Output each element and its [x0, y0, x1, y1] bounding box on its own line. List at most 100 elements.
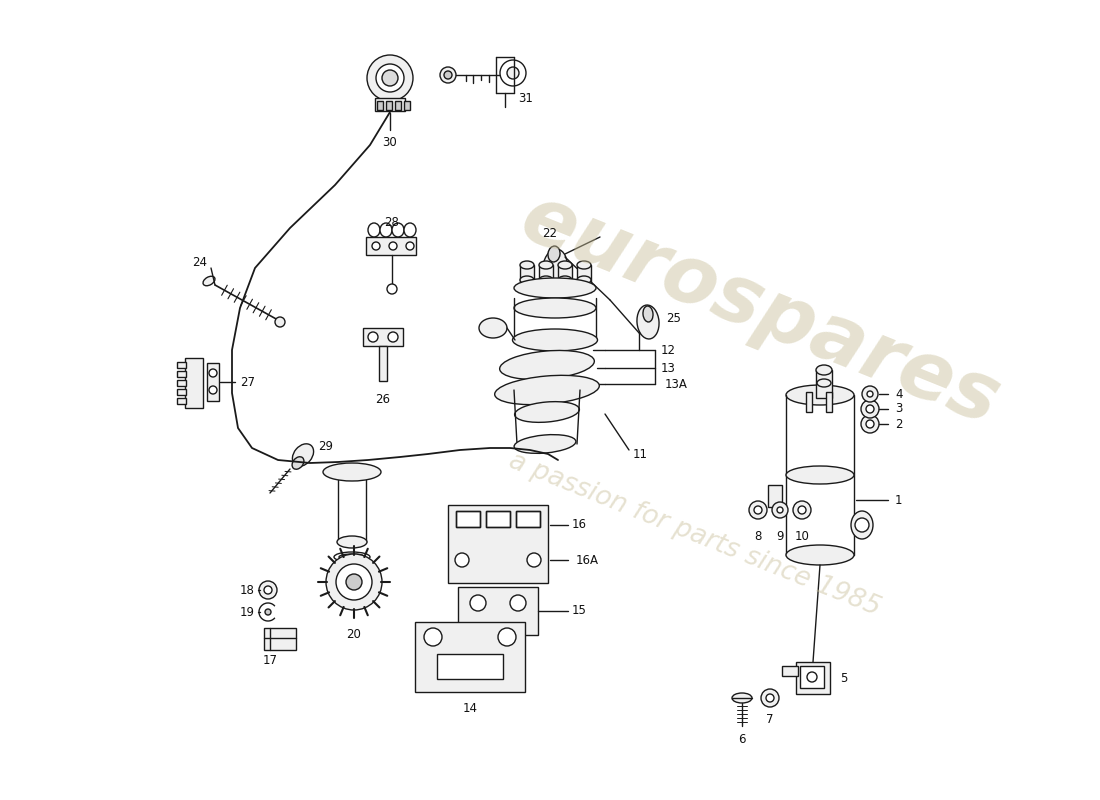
Ellipse shape: [513, 329, 597, 351]
Text: 16A: 16A: [576, 554, 600, 566]
Text: 14: 14: [462, 702, 477, 715]
Bar: [207, 363, 219, 401]
Text: 31: 31: [518, 93, 532, 106]
Circle shape: [793, 501, 811, 519]
Bar: [386, 101, 392, 110]
Circle shape: [867, 391, 873, 397]
Circle shape: [389, 242, 397, 250]
Bar: [456, 511, 480, 527]
Circle shape: [772, 502, 788, 518]
Circle shape: [388, 332, 398, 342]
Text: 8: 8: [755, 530, 761, 543]
Ellipse shape: [644, 306, 653, 322]
Ellipse shape: [539, 276, 553, 284]
Bar: [458, 587, 538, 635]
Ellipse shape: [786, 466, 854, 484]
Circle shape: [766, 694, 774, 702]
Ellipse shape: [204, 276, 214, 286]
Bar: [366, 237, 416, 255]
Text: eurospares: eurospares: [509, 178, 1011, 442]
Text: 24: 24: [192, 257, 207, 270]
Text: 5: 5: [840, 671, 847, 685]
Ellipse shape: [323, 463, 381, 481]
Ellipse shape: [499, 350, 594, 379]
Ellipse shape: [392, 223, 404, 237]
Ellipse shape: [817, 379, 830, 387]
Ellipse shape: [786, 545, 854, 565]
Bar: [516, 511, 540, 527]
Bar: [177, 371, 186, 377]
Circle shape: [866, 420, 874, 428]
Ellipse shape: [495, 375, 600, 405]
Ellipse shape: [514, 434, 576, 454]
Circle shape: [807, 672, 817, 682]
Ellipse shape: [514, 298, 596, 318]
Circle shape: [372, 242, 379, 250]
Circle shape: [749, 501, 767, 519]
Ellipse shape: [637, 305, 659, 339]
Bar: [177, 398, 186, 404]
Circle shape: [862, 386, 878, 402]
Text: 4: 4: [895, 387, 902, 401]
Circle shape: [424, 628, 442, 646]
Text: 1: 1: [895, 494, 902, 506]
Circle shape: [470, 595, 486, 611]
Text: 9: 9: [777, 530, 783, 543]
Bar: [816, 370, 832, 398]
Ellipse shape: [543, 249, 568, 285]
Text: 10: 10: [794, 530, 810, 543]
Circle shape: [376, 64, 404, 92]
Bar: [185, 358, 204, 408]
Ellipse shape: [548, 246, 560, 262]
Text: 11: 11: [632, 447, 648, 461]
Text: 6: 6: [738, 733, 746, 746]
Bar: [768, 485, 782, 507]
Circle shape: [754, 506, 762, 514]
Ellipse shape: [578, 276, 591, 284]
Bar: [826, 392, 832, 412]
Circle shape: [275, 317, 285, 327]
Circle shape: [209, 369, 217, 377]
Bar: [437, 654, 503, 679]
Circle shape: [258, 581, 277, 599]
Text: 2: 2: [895, 418, 902, 430]
Bar: [395, 101, 402, 110]
Bar: [404, 101, 410, 110]
Ellipse shape: [514, 278, 596, 298]
Ellipse shape: [404, 223, 416, 237]
Circle shape: [387, 284, 397, 294]
Circle shape: [326, 554, 382, 610]
Circle shape: [761, 689, 779, 707]
Ellipse shape: [339, 554, 365, 560]
Ellipse shape: [816, 365, 832, 375]
Text: 15: 15: [572, 605, 587, 618]
Bar: [363, 328, 403, 346]
Text: 17: 17: [263, 654, 277, 667]
Ellipse shape: [558, 276, 572, 284]
Ellipse shape: [368, 223, 379, 237]
Circle shape: [346, 574, 362, 590]
Circle shape: [455, 553, 469, 567]
Circle shape: [440, 67, 456, 83]
Bar: [486, 511, 510, 527]
Text: 19: 19: [240, 606, 255, 618]
Text: a passion for parts since 1985: a passion for parts since 1985: [505, 448, 884, 622]
Text: 13A: 13A: [666, 378, 688, 390]
Bar: [539, 265, 553, 287]
Circle shape: [209, 386, 217, 394]
Ellipse shape: [520, 276, 534, 284]
Circle shape: [444, 71, 452, 79]
Bar: [415, 622, 525, 692]
Circle shape: [336, 564, 372, 600]
Bar: [782, 666, 797, 676]
Text: 26: 26: [375, 393, 390, 406]
Bar: [177, 380, 186, 386]
Ellipse shape: [558, 261, 572, 269]
Text: 12: 12: [661, 343, 676, 357]
Circle shape: [368, 332, 378, 342]
Bar: [558, 265, 572, 287]
Circle shape: [866, 405, 874, 413]
Bar: [375, 98, 405, 111]
Text: 16: 16: [572, 518, 587, 531]
Circle shape: [382, 70, 398, 86]
